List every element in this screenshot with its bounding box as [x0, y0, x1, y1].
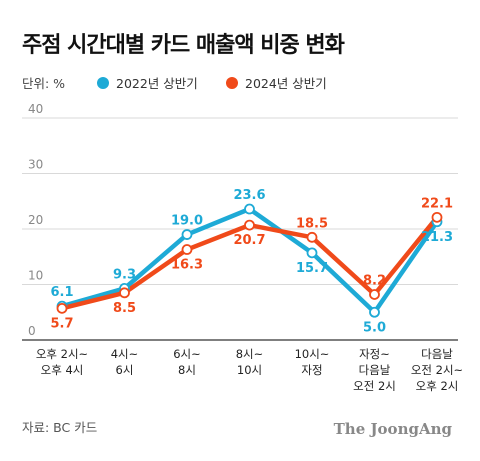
data-label-2022: 21.3 [421, 230, 453, 245]
data-point-2024 [119, 287, 130, 299]
data-label-2022: 23.6 [233, 188, 265, 203]
data-label-2024: 18.5 [296, 216, 328, 231]
data-label-2022: 15.7 [296, 261, 328, 276]
data-point-2024 [56, 302, 68, 314]
data-point-2024 [181, 244, 193, 255]
xtick-layer: 오후 2시~ 오후 4시 4시~ 6시 6시~ 8시 8시~ 10시 10시~ 자정 자정~ 다음날 오… [36, 347, 463, 393]
data-label-2024: 8.5 [113, 301, 136, 316]
x-tick-label: 8시~ 10시 [236, 347, 264, 377]
x-tick-label: 10시~ 자정 [295, 347, 330, 377]
publisher-logo: The JoongAng [334, 420, 453, 438]
data-point-2024 [369, 289, 380, 300]
y-tick-label: 30 [28, 158, 43, 172]
data-label-2024: 20.7 [233, 233, 265, 248]
label-layer: 6.1 5.7 9.3 8.5 19.0 16.3 23.6 20.7 15.7 18.5 5.0 8… [50, 188, 453, 335]
data-label-2024: 22.1 [421, 196, 453, 211]
data-label-2022: 9.3 [113, 267, 136, 282]
legend: 2022년 상반기 2024년 상반기 [97, 76, 327, 91]
legend-marker-2022 [97, 77, 109, 89]
x-tick-label: 6시~ 8시 [173, 347, 201, 377]
data-point-2024 [431, 211, 443, 223]
point-layer [56, 203, 443, 318]
x-tick-label: 자정~ 다음날 오전 2시 [353, 347, 396, 393]
unit-label: 단위: % [22, 76, 65, 91]
data-point-2022 [181, 229, 193, 240]
data-label-2024: 16.3 [171, 258, 203, 273]
x-tick-label: 다음날 오전 2시~ 오후 2시 [411, 347, 463, 393]
legend-label-2022: 2022년 상반기 [116, 76, 198, 91]
data-point-2024 [244, 219, 255, 231]
data-label-2022: 19.0 [171, 214, 203, 229]
source-note: 자료: BC 카드 [22, 420, 97, 435]
legend-marker-2024 [226, 77, 238, 89]
data-label-2022: 5.0 [363, 320, 386, 335]
y-tick-label: 20 [28, 213, 43, 227]
x-tick-label: 4시~ 6시 [111, 347, 139, 377]
series-line-2024 [59, 215, 440, 311]
data-label-2022: 6.1 [50, 285, 73, 300]
data-point-2022 [306, 247, 318, 259]
data-label-2024: 5.7 [50, 316, 73, 331]
data-point-2022 [369, 306, 380, 318]
y-tick-label: 10 [28, 269, 43, 283]
data-label-2024: 8.2 [363, 273, 386, 288]
data-point-2022 [244, 203, 255, 215]
y-tick-label: 40 [28, 102, 43, 116]
data-point-2024 [306, 231, 318, 243]
chart-title: 주점 시간대별 카드 매출액 비중 변화 [22, 33, 345, 58]
y-tick-label: 0 [28, 324, 36, 338]
legend-label-2024: 2024년 상반기 [245, 76, 327, 91]
x-tick-label: 오후 2시~ 오후 4시 [36, 347, 88, 377]
